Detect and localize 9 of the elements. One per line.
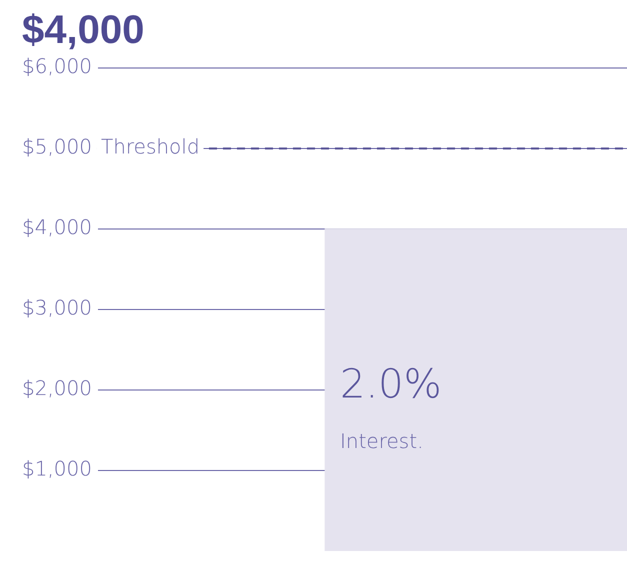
y-tick-label: $3,000 (22, 296, 92, 320)
y-tick-label: $4,000 (22, 215, 92, 240)
y-tick-label: $6,000 (22, 54, 92, 78)
y-tick-label: $1,000 (22, 456, 92, 481)
annotation: Interest. (340, 429, 424, 454)
annotation: 2.0% (340, 361, 442, 408)
y-tick-label: $5,000 (22, 134, 92, 159)
y-tick-label: $2,000 (22, 376, 92, 400)
ref-line-label: Threshold (100, 134, 200, 159)
